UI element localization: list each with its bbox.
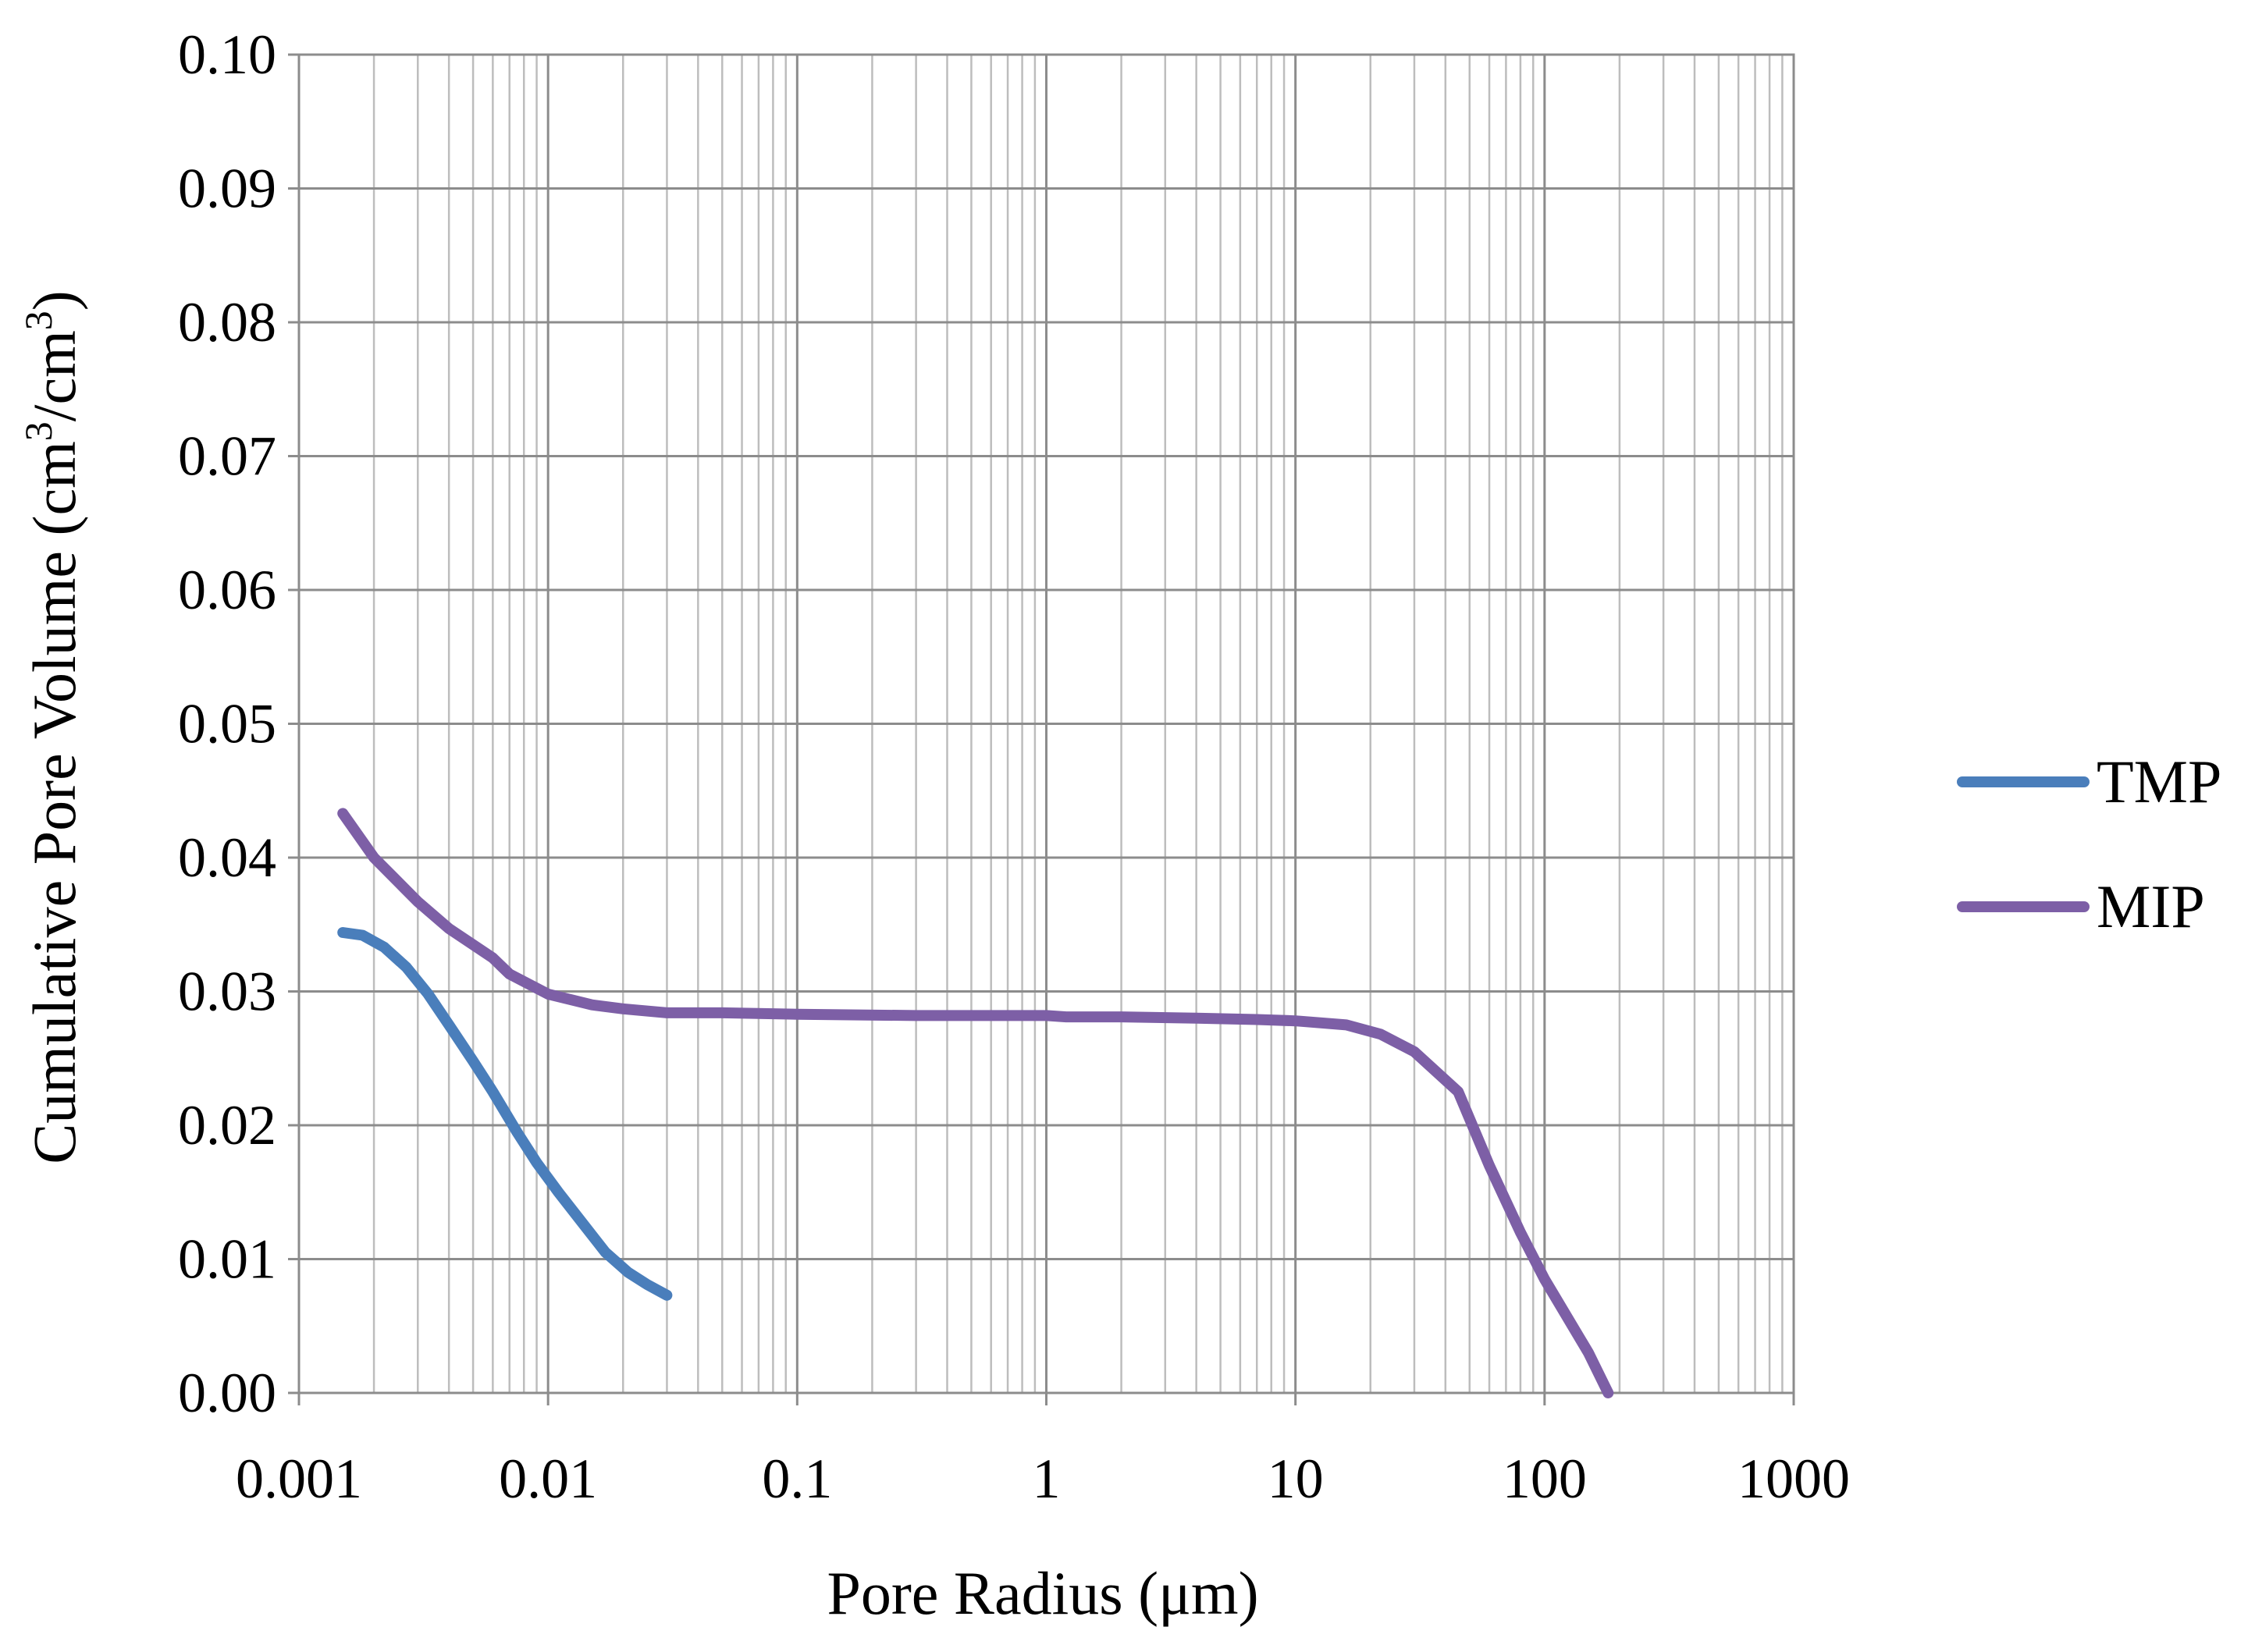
y-axis-title-part: Cumulative Pore Volume (cm <box>20 441 88 1164</box>
y-tick-label: 0.08 <box>178 291 276 353</box>
y-axis-title: Cumulative Pore Volume (cm3/cm3) <box>16 290 88 1164</box>
x-tick-label: 0.001 <box>236 1448 362 1510</box>
legend-label-mip: MIP <box>2097 872 2205 940</box>
x-tick-label: 1000 <box>1737 1448 1850 1510</box>
legend-label-tmp: TMP <box>2097 748 2221 815</box>
y-axis-title-superscript: 3 <box>16 311 60 330</box>
series-line-mip <box>337 808 1614 1398</box>
y-tick-labels: 0.00 0.01 0.02 0.03 0.04 0.05 0.06 0.07 0.08 0.09… <box>178 23 299 1424</box>
y-tick-label: 0.03 <box>178 961 276 1023</box>
series-line-tmp <box>337 927 673 1301</box>
y-tick-label: 0.01 <box>178 1228 276 1291</box>
grid <box>297 53 1795 1394</box>
y-tick-label: 0.02 <box>178 1094 276 1156</box>
y-tick-label: 0.05 <box>178 693 276 755</box>
x-tick-label: 10 <box>1268 1448 1324 1510</box>
x-tick-labels: 0.001 0.01 0.1 1 10 100 1000 <box>236 1393 1850 1510</box>
x-tick-label: 0.1 <box>762 1448 832 1510</box>
y-axis-title-part: ) <box>20 290 88 311</box>
y-axis-title-superscript: 3 <box>16 421 60 441</box>
x-axis-title: Pore Radius (μm) <box>827 1559 1258 1627</box>
y-axis-title-part: /cm <box>20 330 88 421</box>
legend: TMP MIP <box>1957 748 2221 940</box>
x-tick-label: 1 <box>1033 1448 1061 1510</box>
series-layer <box>337 808 1614 1398</box>
y-tick-label: 0.04 <box>178 826 276 889</box>
y-tick-label: 0.06 <box>178 559 276 621</box>
y-tick-label: 0.10 <box>178 23 276 86</box>
x-tick-label: 100 <box>1503 1448 1587 1510</box>
y-tick-label: 0.07 <box>178 425 276 488</box>
y-tick-label: 0.00 <box>178 1362 276 1424</box>
y-tick-label: 0.09 <box>178 158 276 220</box>
x-tick-label: 0.01 <box>499 1448 597 1510</box>
